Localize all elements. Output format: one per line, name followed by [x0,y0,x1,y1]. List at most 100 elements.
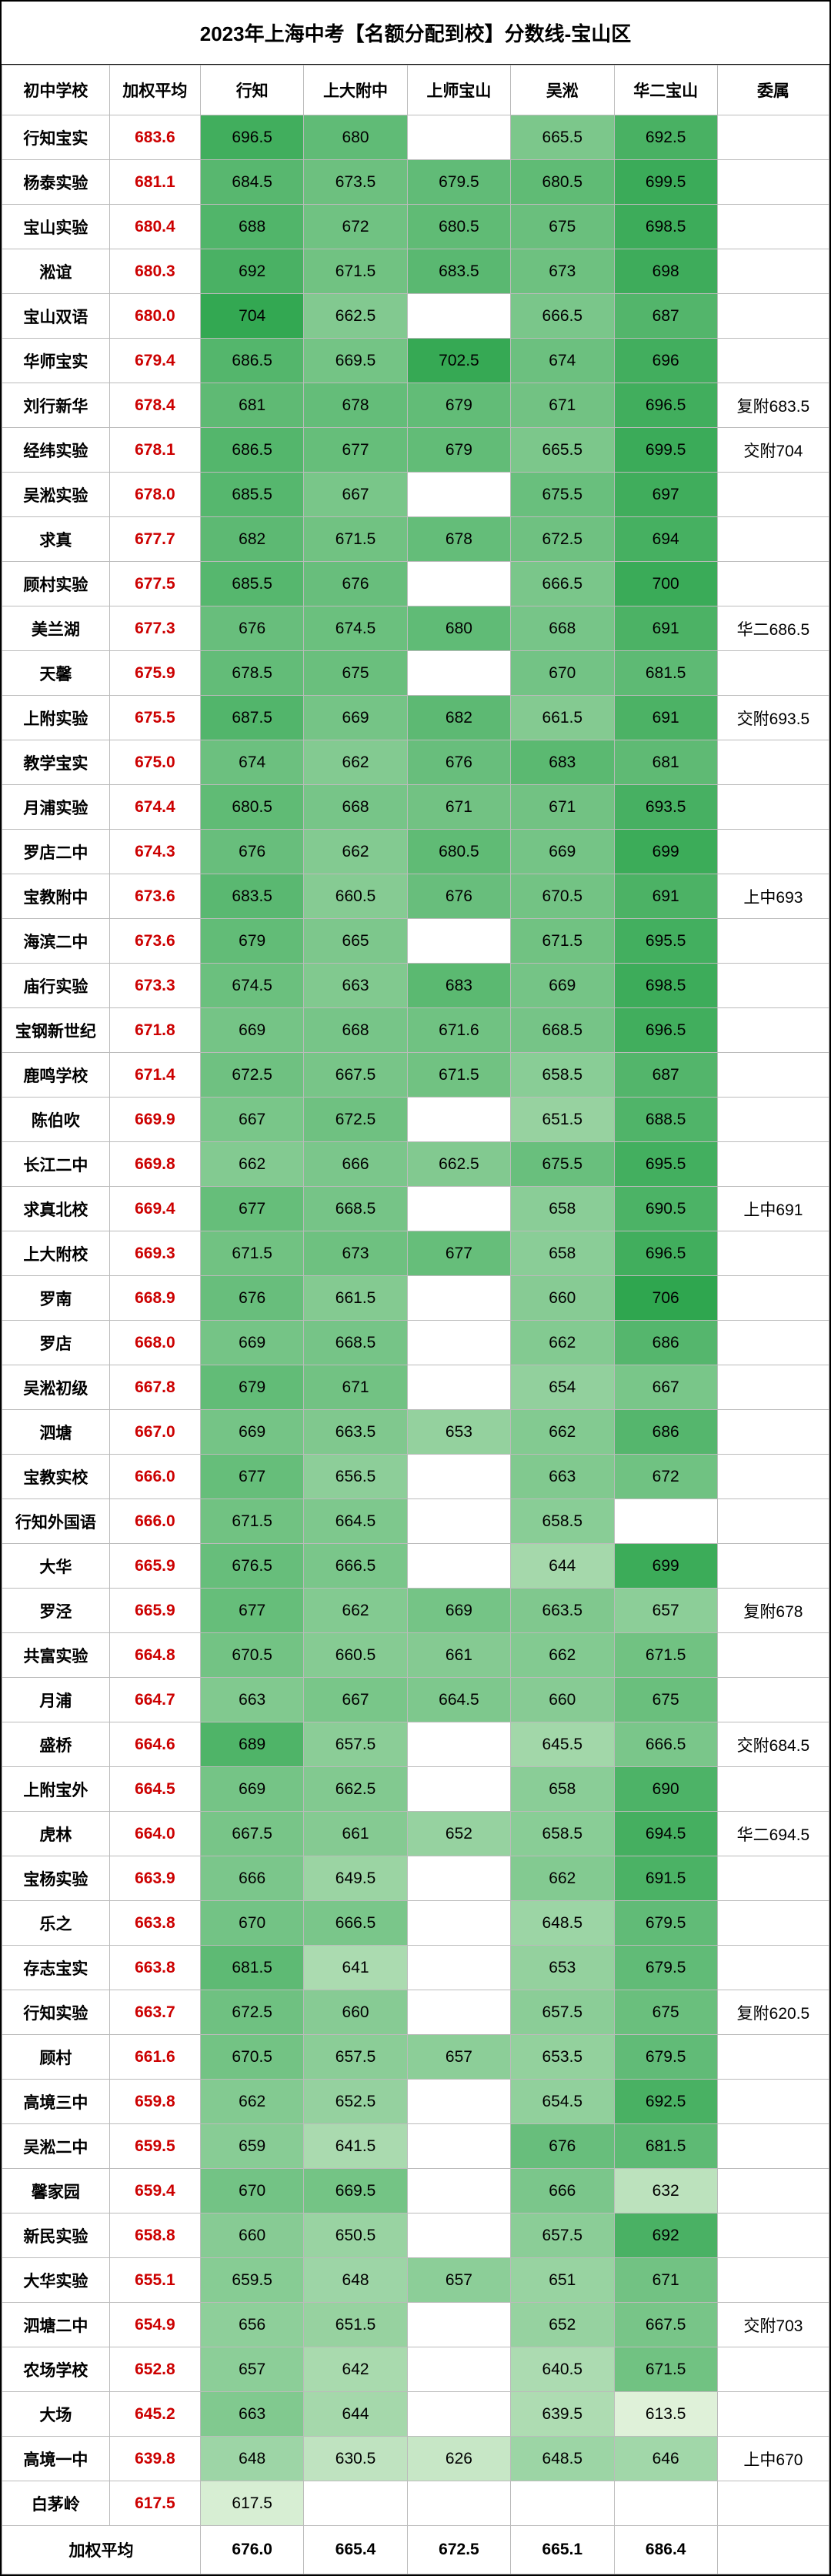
extra-cell: 交附703 [717,2303,829,2347]
school-name: 乐之 [2,1901,110,1946]
school-name: 高境三中 [2,2080,110,2124]
table-row: 杨泰实验681.1684.5673.5679.5680.5699.5 [2,160,829,205]
score-cell: 677 [201,1455,304,1499]
extra-cell [717,2392,829,2437]
score-cell: 664.5 [407,1678,510,1722]
table-row: 盛桥664.6689657.5645.5666.5交附684.5 [2,1722,829,1767]
score-cell: 698.5 [614,964,717,1008]
score-cell: 680.5 [511,160,614,205]
score-cell: 670 [201,1901,304,1946]
score-cell: 669.5 [304,2169,407,2213]
score-cell: 641.5 [304,2124,407,2169]
weighted-avg: 678.1 [109,428,200,473]
score-cell: 679.5 [614,1901,717,1946]
school-name: 虎林 [2,1812,110,1856]
score-cell: 661 [304,1812,407,1856]
weighted-avg: 673.3 [109,964,200,1008]
score-cell [407,1946,510,1990]
school-name: 月浦实验 [2,785,110,830]
score-cell: 669 [407,1589,510,1633]
school-name: 罗店 [2,1321,110,1365]
score-cell: 657 [614,1589,717,1633]
extra-cell [717,1098,829,1142]
score-cell: 681.5 [614,651,717,696]
extra-cell [717,740,829,785]
score-cell: 664.5 [304,1499,407,1544]
school-name: 农场学校 [2,2347,110,2392]
table-row: 罗泾665.9677662669663.5657复附678 [2,1589,829,1633]
score-cell: 659 [201,2124,304,2169]
score-cell: 639.5 [511,2392,614,2437]
score-cell: 679 [201,919,304,964]
extra-cell [717,1856,829,1901]
weighted-avg: 680.4 [109,205,200,249]
col-header: 华二宝山 [614,65,717,115]
weighted-avg: 645.2 [109,2392,200,2437]
extra-cell: 上中670 [717,2437,829,2481]
score-cell: 669 [304,696,407,740]
score-cell [407,2213,510,2258]
extra-cell: 华二686.5 [717,606,829,651]
school-name: 泗塘 [2,1410,110,1455]
weighted-avg: 678.4 [109,383,200,428]
extra-cell [717,2481,829,2526]
score-cell: 685.5 [201,473,304,517]
extra-cell [717,1276,829,1321]
score-cell: 671.5 [511,919,614,964]
school-name: 华师宝实 [2,339,110,383]
score-cell: 663 [201,1678,304,1722]
score-cell: 671.5 [614,1633,717,1678]
extra-cell: 华二694.5 [717,1812,829,1856]
score-cell: 694 [614,517,717,562]
score-cell: 702.5 [407,339,510,383]
score-cell: 696.5 [614,383,717,428]
school-name: 高境一中 [2,2437,110,2481]
score-cell: 645.5 [511,1722,614,1767]
score-cell: 662 [201,2080,304,2124]
school-name: 宝教附中 [2,874,110,919]
score-cell: 662 [511,1321,614,1365]
score-cell: 662 [511,1633,614,1678]
extra-cell [717,1901,829,1946]
score-cell: 653 [511,1946,614,1990]
weighted-avg: 673.6 [109,874,200,919]
school-name: 罗店二中 [2,830,110,874]
score-cell: 652 [407,1812,510,1856]
score-cell: 684.5 [201,160,304,205]
score-cell: 671.5 [304,517,407,562]
score-cell: 670 [511,651,614,696]
score-cell: 657.5 [304,2035,407,2080]
col-header: 加权平均 [109,65,200,115]
score-cell: 691 [614,606,717,651]
school-name: 宝教实校 [2,1455,110,1499]
extra-cell [717,1499,829,1544]
school-name: 行知宝实 [2,115,110,160]
col-header: 初中学校 [2,65,110,115]
score-cell: 693.5 [614,785,717,830]
footer-value: 665.4 [304,2526,407,2574]
weighted-avg: 671.4 [109,1053,200,1098]
table-row: 宝教实校666.0677656.5663672 [2,1455,829,1499]
weighted-avg: 664.6 [109,1722,200,1767]
extra-cell: 交附704 [717,428,829,473]
score-cell: 660.5 [304,874,407,919]
score-cell: 667 [201,1098,304,1142]
school-name: 吴淞初级 [2,1365,110,1410]
score-cell: 672.5 [304,1098,407,1142]
weighted-avg: 667.8 [109,1365,200,1410]
score-cell: 668.5 [511,1008,614,1053]
weighted-avg: 654.9 [109,2303,200,2347]
score-cell: 663.5 [511,1589,614,1633]
extra-cell [717,1321,829,1365]
table-row: 白茅岭617.5617.5 [2,2481,829,2526]
weighted-avg: 659.4 [109,2169,200,2213]
score-cell: 667 [304,473,407,517]
table-row: 农场学校652.8657642640.5671.5 [2,2347,829,2392]
score-cell: 692.5 [614,115,717,160]
extra-cell [717,339,829,383]
weighted-avg: 664.5 [109,1767,200,1812]
extra-cell [717,1946,829,1990]
score-cell: 671.5 [201,1499,304,1544]
school-name: 存志宝实 [2,1946,110,1990]
score-cell [407,1455,510,1499]
